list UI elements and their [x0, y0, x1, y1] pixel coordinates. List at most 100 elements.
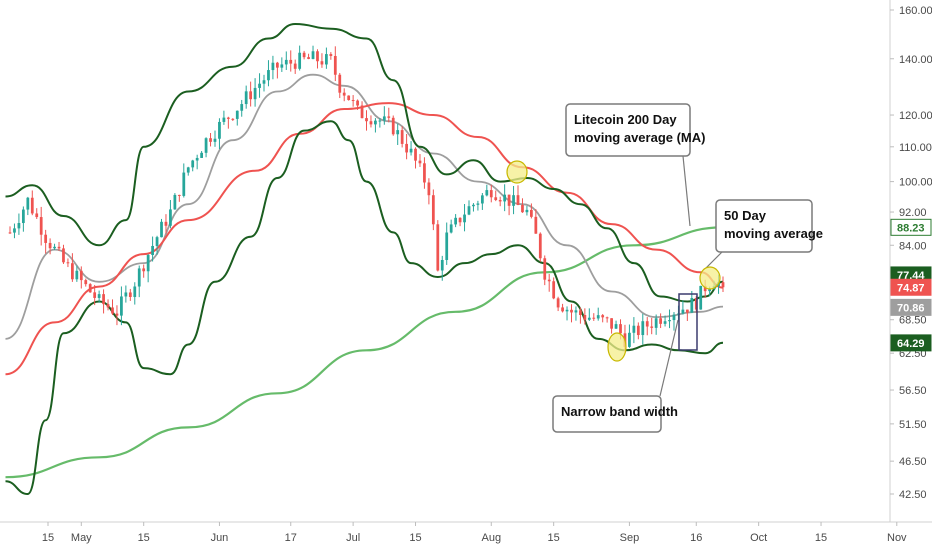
- candle-body: [311, 51, 315, 59]
- candle-body: [378, 120, 382, 122]
- candle: [342, 88, 346, 102]
- candle: [329, 52, 333, 60]
- ma50-callout: 50 Day moving average: [705, 199, 823, 269]
- candle: [632, 317, 636, 344]
- time-tick-label: Jun: [211, 532, 229, 544]
- candle: [289, 50, 293, 72]
- candle-body: [21, 209, 25, 224]
- candle: [534, 209, 538, 234]
- candle: [650, 317, 654, 335]
- time-tick-label: May: [71, 532, 92, 544]
- candle-body: [632, 325, 636, 333]
- price-tag: 74.87: [890, 278, 932, 296]
- time-tick-label: 15: [42, 532, 54, 544]
- price-tag-box: [890, 278, 932, 296]
- candle-body: [405, 143, 408, 153]
- candle: [57, 241, 61, 251]
- candle-body: [583, 315, 587, 320]
- time-tick-label: 16: [690, 532, 702, 544]
- candle-body: [645, 321, 649, 327]
- candle-body: [507, 194, 511, 206]
- candle: [284, 51, 288, 70]
- candle: [316, 49, 319, 69]
- candle: [218, 118, 221, 150]
- candle: [685, 309, 689, 321]
- candle: [360, 101, 364, 119]
- candle-body: [133, 286, 137, 297]
- band-width-box: [678, 293, 698, 351]
- candle-body: [641, 321, 645, 336]
- candle: [463, 204, 466, 232]
- candle-body: [672, 314, 676, 321]
- candle-body: [690, 298, 694, 313]
- candle: [338, 72, 342, 99]
- candle-body: [209, 138, 212, 142]
- ma50-callout-box: [715, 199, 813, 253]
- candle-body: [307, 57, 310, 59]
- highlight-circle: [607, 332, 627, 362]
- ma50-callout-text: 50 Day: [724, 208, 767, 223]
- candle: [240, 99, 244, 117]
- candle: [659, 313, 662, 329]
- time-axis[interactable]: 15 May 15 Jun 17 Jul 15 Aug 15 Sep 16 Oct 15 Nov: [42, 522, 907, 544]
- candle: [333, 46, 337, 82]
- candle: [244, 85, 248, 109]
- candle-body: [146, 255, 150, 272]
- candle: [347, 95, 351, 101]
- candle: [431, 189, 435, 231]
- ma50-callout-text: moving average: [724, 226, 823, 241]
- candle-body: [369, 121, 373, 125]
- candle: [231, 118, 235, 121]
- candle-body: [636, 325, 640, 336]
- price-tag-label: 64.29: [897, 338, 925, 350]
- candle-body: [84, 280, 88, 285]
- price-tag: 64.29: [890, 334, 932, 352]
- price-tick-label: 110.00: [899, 142, 932, 154]
- candle-body: [97, 294, 101, 298]
- ma50-line: [5, 102, 724, 376]
- candle-body: [204, 138, 208, 153]
- candle-body: [235, 110, 239, 119]
- candle: [525, 205, 529, 216]
- candle-body: [48, 242, 52, 249]
- candle: [235, 110, 239, 126]
- candle-body: [449, 224, 453, 233]
- candle: [222, 110, 226, 125]
- candle-body: [325, 54, 328, 65]
- candle-body: [39, 217, 43, 235]
- candle-body: [400, 130, 404, 144]
- candle: [654, 314, 658, 335]
- candle-body: [529, 209, 533, 217]
- candle: [13, 223, 16, 239]
- candle-body: [538, 233, 542, 259]
- candle-body: [342, 92, 346, 96]
- candle: [302, 50, 306, 60]
- ma50-callout-pointer: [705, 251, 723, 269]
- candle: [320, 53, 324, 68]
- price-tick-label: 140.00: [899, 54, 932, 66]
- candle: [668, 309, 671, 329]
- candle: [467, 200, 471, 216]
- candle-body: [503, 194, 507, 202]
- candle-body: [213, 138, 217, 142]
- candle-body: [579, 310, 582, 316]
- candle-body: [44, 234, 48, 243]
- price-tag: 70.86: [890, 298, 932, 316]
- candle-body: [320, 61, 324, 65]
- candle: [182, 163, 186, 198]
- time-tick-label: Jul: [346, 532, 360, 544]
- candle: [614, 320, 618, 329]
- ma200-callout: Litecoin 200 Day moving average (MA): [565, 103, 705, 227]
- candle: [146, 254, 150, 283]
- candle: [628, 324, 631, 348]
- candle: [128, 288, 132, 301]
- bollinger-upper-line: [5, 22, 724, 303]
- candle: [636, 322, 640, 340]
- candle: [8, 226, 12, 234]
- band-callout-text: Narrow band width: [561, 404, 678, 419]
- candle-body: [160, 221, 163, 238]
- candle-body: [124, 292, 128, 297]
- candle-body: [480, 195, 484, 204]
- candle-body: [298, 52, 302, 69]
- price-tag-label: 70.86: [897, 302, 925, 314]
